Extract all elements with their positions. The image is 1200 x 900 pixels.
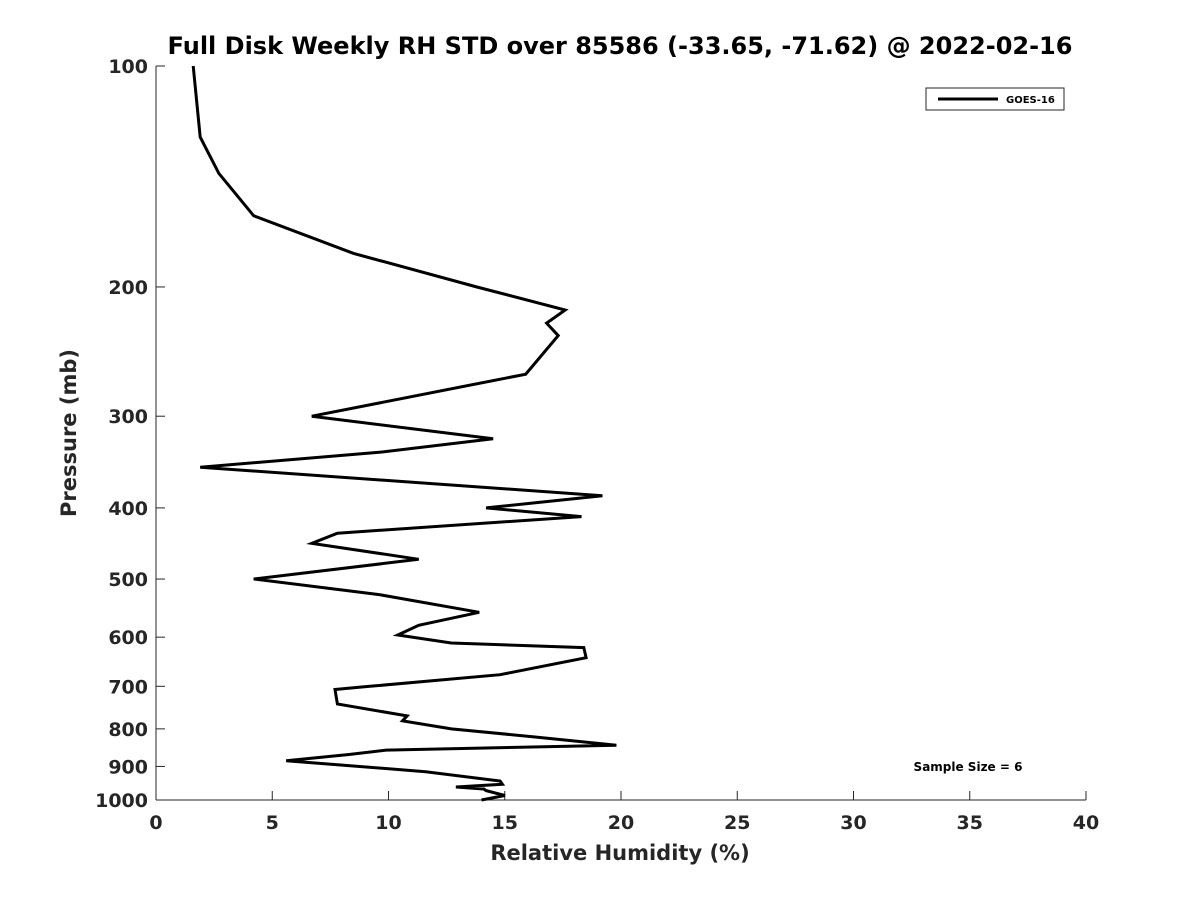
y-tick-label: 800: [108, 719, 148, 741]
x-tick-label: 5: [266, 812, 279, 834]
x-tick-label: 20: [608, 812, 634, 834]
x-tick-label: 15: [492, 812, 518, 834]
x-axis-label: Relative Humidity (%): [490, 841, 749, 865]
y-tick-label: 100: [108, 56, 148, 78]
x-tick-label: 0: [149, 812, 162, 834]
plot-area: 0 5 10 15 20 25 30 35 40 100 200 300 400 500 600 700 80…: [95, 56, 1099, 834]
y-tick-label: 300: [108, 406, 148, 428]
y-tick-label: 700: [108, 676, 148, 698]
x-tick-label: 25: [724, 812, 750, 834]
legend: GOES-16: [925, 87, 1065, 111]
y-tick-label: 600: [108, 627, 148, 649]
x-tick-label: 40: [1073, 812, 1099, 834]
x-axis-ticks: 0 5 10 15 20 25 30 35 40: [149, 791, 1099, 834]
legend-entry: GOES-16: [1006, 95, 1055, 106]
sample-size-annotation: Sample Size = 6: [914, 760, 1023, 774]
x-tick-label: 35: [957, 812, 983, 834]
y-tick-label: 1000: [95, 790, 148, 812]
y-axis-ticks: 100 200 300 400 500 600 700 800 900 1000: [95, 56, 165, 812]
y-tick-label: 900: [108, 756, 148, 778]
y-tick-label: 200: [108, 277, 148, 299]
y-tick-label: 400: [108, 498, 148, 520]
y-axis-label: Pressure (mb): [57, 349, 81, 517]
y-tick-label: 500: [108, 569, 148, 591]
series-line-goes-16: [191, 65, 617, 802]
x-tick-label: 10: [375, 812, 401, 834]
x-tick-label: 30: [840, 812, 866, 834]
chart-title: Full Disk Weekly RH STD over 85586 (-33.…: [168, 32, 1073, 60]
series-group: [191, 65, 617, 802]
